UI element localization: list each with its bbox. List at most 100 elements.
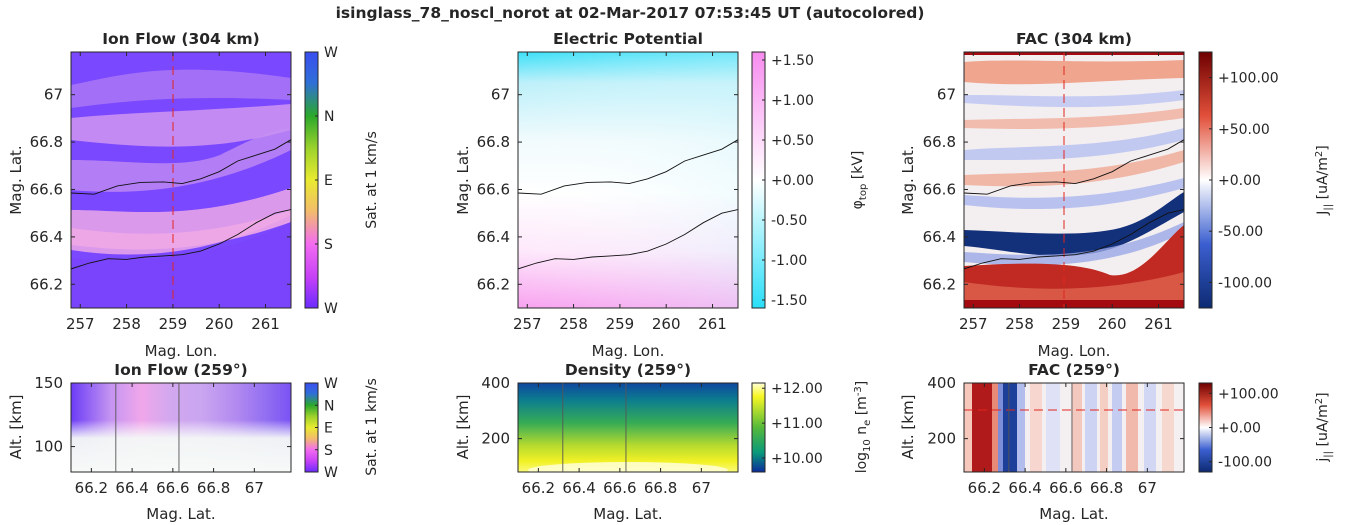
heatmap-image (964, 52, 1184, 308)
x-axis-label: Mag. Lat. (593, 505, 662, 523)
x-tick-label: 260 (205, 315, 234, 333)
colorbar-tick-label: -1.00 (771, 253, 807, 269)
y-tick-label: 66.2 (477, 275, 510, 293)
panel-title: Density (259°) (565, 361, 691, 379)
x-axis-label: Mag. Lat. (1039, 505, 1108, 523)
y-tick-label: 200 (481, 430, 510, 448)
contour-line (71, 209, 291, 270)
y-tick-label: 66.4 (477, 228, 510, 246)
colorbar-tick-label: E (324, 421, 333, 437)
y-tick-label: 200 (927, 430, 956, 448)
panel-electric-potential: Electric Potential Mag. Lat. Mag. Lon. φ… (454, 30, 869, 360)
contour-line (964, 209, 1184, 270)
y-axis-label: Alt. [km] (454, 395, 472, 460)
y-tick-label: 66.4 (30, 228, 63, 246)
x-tick-label: 261 (251, 315, 280, 333)
x-tick-label: 259 (159, 315, 188, 333)
y-tick-label: 66.4 (923, 228, 956, 246)
x-tick-label: 66.6 (1049, 479, 1082, 497)
axes-box (517, 51, 739, 309)
colorbar-tick-label: N (324, 398, 334, 414)
colorbar-tick-label: -0.50 (771, 213, 807, 229)
axes-density-259: 66.2 66.4 66.6 66.8 67 200 400 +12.00 +11.00 +10.… (481, 374, 822, 497)
colorbar-label: j|| [uA/m2] (1314, 392, 1334, 462)
y-tick-label: 150 (34, 374, 63, 392)
colorbar-tick-label: +0.00 (771, 173, 814, 189)
heatmap-image-overlay (518, 52, 738, 308)
axes-box (517, 382, 739, 473)
colorbar-tick-label: +1.00 (771, 93, 814, 109)
x-tick-label: 66.8 (197, 479, 230, 497)
y-axis-label: Mag. Lat. (454, 145, 472, 214)
x-tick-label: 66.8 (1090, 479, 1123, 497)
x-tick-label: 257 (959, 315, 988, 333)
panel-title: Electric Potential (553, 30, 703, 48)
x-tick-label: 67 (1138, 479, 1157, 497)
y-tick-label: 400 (481, 374, 510, 392)
colorbar-tick-label: +0.00 (1218, 421, 1261, 437)
figure-suptitle: isinglass_78_noscl_norot at 02-Mar-2017 … (336, 4, 925, 22)
colorbar-label: Sat. at 1 km/s (364, 378, 380, 476)
x-tick-label: 257 (66, 315, 95, 333)
axes-fac-304: 257 258 259 260 261 66.2 66.4 66.6 66.8 67 +100.00… (923, 52, 1279, 333)
axes-electric-potential: 257 258 259 260 261 66.2 66.4 66.6 66.8 67 +1.50 +1… (477, 52, 814, 333)
y-tick-label: 67 (937, 86, 956, 104)
colorbar-tick-label: -1.50 (771, 293, 807, 309)
colorbar: Sat. at 1 km/s (304, 378, 380, 476)
chart-marks: 257 258 259 260 26166.266.466.666.867WNESW25… (30, 45, 1279, 497)
y-tick-label: 67 (491, 86, 510, 104)
colorbar-tick-label: E (324, 173, 333, 189)
colorbar-tick-label: S (324, 237, 333, 253)
x-tick-label: 66.2 (75, 479, 108, 497)
y-tick-label: 66.8 (30, 133, 63, 151)
axes-box (70, 382, 292, 473)
colorbar-tick-label: W (324, 301, 338, 317)
y-axis-label: Mag. Lat. (7, 145, 25, 214)
colorbar: j|| [uA/m2] (1198, 382, 1334, 473)
x-tick-label: 66.4 (562, 479, 595, 497)
y-tick-label: 66.8 (477, 133, 510, 151)
colorbar-tick-label: +11.00 (771, 416, 823, 432)
heatmap-image (964, 383, 1184, 472)
colorbar-tick-label: W (324, 465, 338, 481)
colorbar-tick-label: +50.00 (1218, 122, 1270, 138)
colorbar-tick-label: +100.00 (1218, 71, 1279, 87)
panel-fac-259: FAC (259°) Alt. [km] Mag. Lat. j|| [uA/m… (899, 361, 1334, 523)
x-tick-label: 66.4 (115, 479, 148, 497)
colorbar-tick-label: +10.00 (771, 451, 823, 467)
panel-title: FAC (259°) (1028, 361, 1120, 379)
x-tick-label: 260 (1098, 315, 1127, 333)
x-axis-label: Mag. Lon. (1038, 342, 1111, 360)
colorbar-label: log10 ne [m-3] (853, 381, 873, 474)
colorbar-tick-label: W (324, 376, 338, 392)
colorbar-tick-label: W (324, 45, 338, 61)
y-tick-label: 66.6 (30, 180, 63, 198)
panel-ion-flow-304: Ion Flow (304 km) Mag. Lat. Mag. Lon. Sa… (7, 30, 380, 360)
x-tick-label: 66.2 (522, 479, 555, 497)
contour-line (964, 139, 1184, 195)
panel-title: Ion Flow (304 km) (102, 30, 260, 48)
x-tick-label: 67 (245, 479, 264, 497)
y-axis-label: Alt. [km] (899, 395, 917, 460)
x-tick-label: 66.2 (968, 479, 1001, 497)
y-tick-label: 66.6 (923, 180, 956, 198)
contour-line (518, 139, 738, 195)
colorbar-label: φtop [kV] (850, 151, 869, 210)
heatmap-image (71, 383, 291, 472)
axes-ion-flow-304: 257 258 259 260 261 66.2 66.4 66.6 66.8 67 W N E S W (30, 45, 338, 333)
y-tick-label: 66.8 (923, 133, 956, 151)
panel-title: FAC (304 km) (1016, 30, 1132, 48)
colorbar-tick-label: N (324, 109, 334, 125)
colorbar: J|| [uA/m2] (1198, 51, 1334, 309)
colorbar: φtop [kV] (751, 51, 869, 309)
x-axis-label: Mag. Lon. (592, 342, 665, 360)
colorbar-tick-label: -50.00 (1218, 224, 1263, 240)
y-tick-label: 400 (927, 374, 956, 392)
y-tick-label: 100 (34, 438, 63, 456)
colorbar-tick-label: +12.00 (771, 381, 823, 397)
y-tick-label: 66.2 (923, 275, 956, 293)
x-tick-label: 257 (513, 315, 542, 333)
colorbar-tick-label: -100.00 (1218, 275, 1272, 291)
x-tick-label: 261 (1144, 315, 1173, 333)
colorbar-tick-label: +100.00 (1218, 386, 1279, 402)
